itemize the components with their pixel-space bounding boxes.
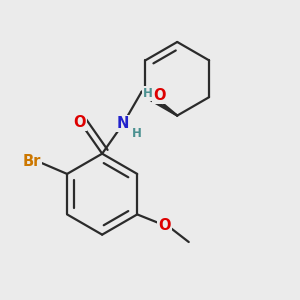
Text: O: O [154,88,166,103]
Text: Br: Br [23,154,41,169]
Text: O: O [74,115,86,130]
Text: H: H [143,87,153,100]
Text: H: H [132,127,142,140]
Text: N: N [117,116,130,131]
Text: O: O [159,218,171,233]
